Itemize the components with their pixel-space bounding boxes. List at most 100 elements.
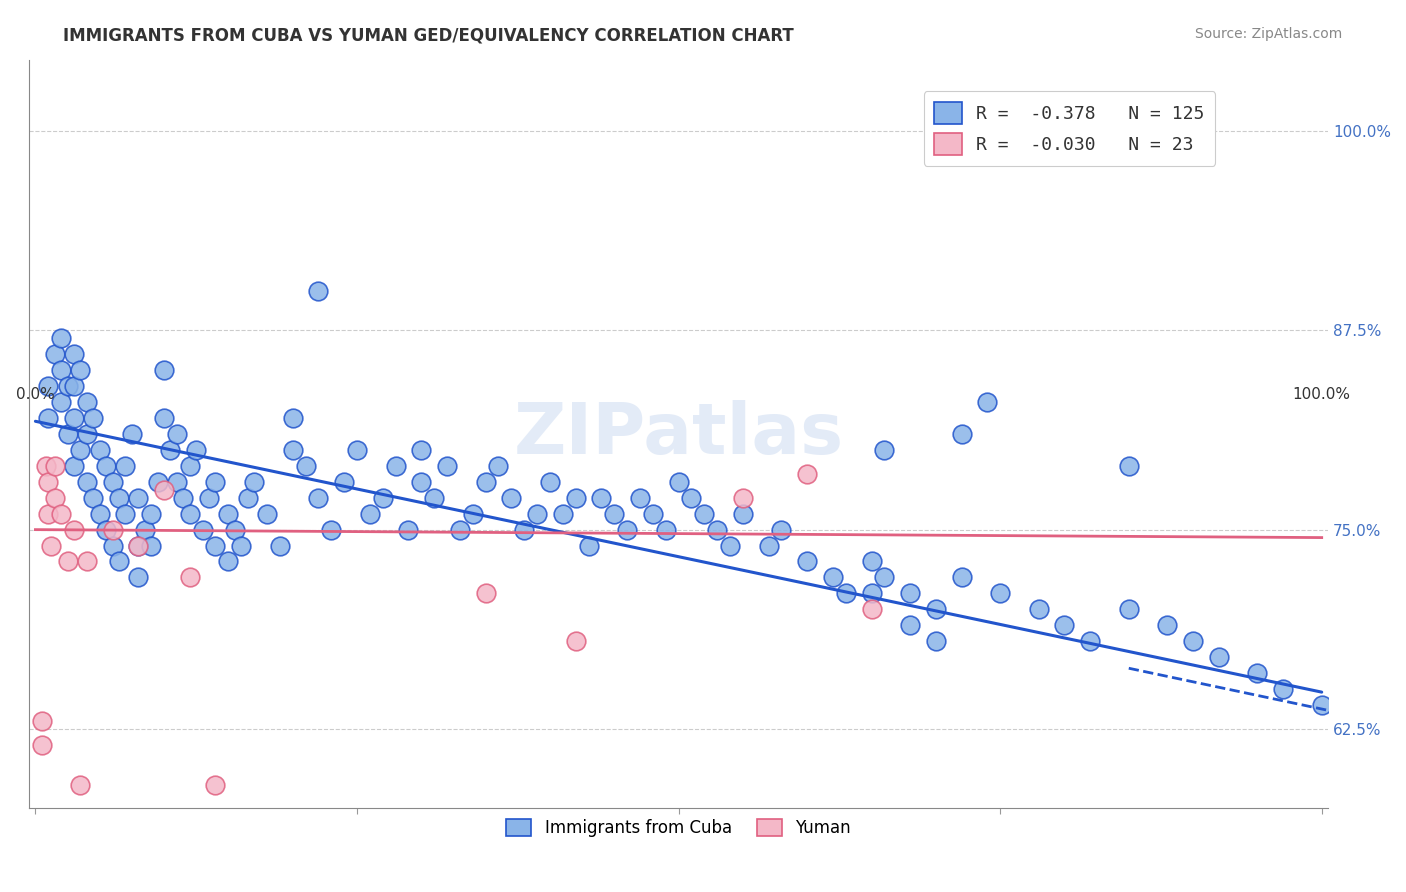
Point xyxy=(56,379,79,393)
Point xyxy=(1028,602,1050,616)
Point xyxy=(423,491,446,505)
Point xyxy=(436,458,458,473)
Point xyxy=(821,570,844,584)
Text: 0.0%: 0.0% xyxy=(15,387,55,401)
Point xyxy=(44,491,66,505)
Point xyxy=(179,458,201,473)
Point xyxy=(56,554,79,568)
Point xyxy=(243,475,266,489)
Point xyxy=(1078,634,1101,648)
Point xyxy=(1272,681,1295,696)
Point xyxy=(1310,698,1333,712)
Point xyxy=(76,475,98,489)
Point xyxy=(159,442,181,457)
Point xyxy=(950,427,973,442)
Point xyxy=(461,507,484,521)
Point xyxy=(37,411,59,425)
Point xyxy=(96,523,118,537)
Point xyxy=(731,507,754,521)
Point xyxy=(172,491,194,505)
Point xyxy=(1246,665,1268,680)
Point xyxy=(770,523,793,537)
Point xyxy=(179,570,201,584)
Point xyxy=(49,395,72,409)
Point xyxy=(551,507,574,521)
Point xyxy=(873,570,896,584)
Point xyxy=(101,539,124,553)
Point xyxy=(731,491,754,505)
Point xyxy=(835,586,858,600)
Point xyxy=(63,411,86,425)
Point xyxy=(37,475,59,489)
Point xyxy=(321,523,343,537)
Point xyxy=(796,467,818,481)
Point xyxy=(668,475,690,489)
Point xyxy=(307,491,329,505)
Point xyxy=(1182,634,1205,648)
Point xyxy=(564,491,586,505)
Point xyxy=(76,554,98,568)
Point xyxy=(186,442,208,457)
Point xyxy=(898,618,921,632)
Point xyxy=(371,491,394,505)
Point xyxy=(294,458,316,473)
Point xyxy=(37,507,59,521)
Point xyxy=(63,523,86,537)
Point xyxy=(411,442,433,457)
Point xyxy=(204,778,226,792)
Point xyxy=(49,363,72,377)
Legend: Immigrants from Cuba, Yuman: Immigrants from Cuba, Yuman xyxy=(498,810,859,845)
Point xyxy=(63,347,86,361)
Point xyxy=(1118,458,1140,473)
Point xyxy=(56,427,79,442)
Point xyxy=(179,507,201,521)
Point xyxy=(63,458,86,473)
Point xyxy=(693,507,716,521)
Point xyxy=(37,379,59,393)
Point xyxy=(501,491,523,505)
Point xyxy=(526,507,548,521)
Point xyxy=(860,602,883,616)
Point xyxy=(204,539,226,553)
Point xyxy=(101,475,124,489)
Point xyxy=(108,554,131,568)
Point xyxy=(217,507,239,521)
Point xyxy=(44,458,66,473)
Point xyxy=(1156,618,1178,632)
Point xyxy=(359,507,381,521)
Point xyxy=(89,507,111,521)
Point xyxy=(166,475,188,489)
Point xyxy=(166,427,188,442)
Point xyxy=(718,539,741,553)
Text: IMMIGRANTS FROM CUBA VS YUMAN GED/EQUIVALENCY CORRELATION CHART: IMMIGRANTS FROM CUBA VS YUMAN GED/EQUIVA… xyxy=(63,27,794,45)
Point xyxy=(153,411,176,425)
Point xyxy=(950,570,973,584)
Point xyxy=(153,483,176,497)
Point xyxy=(603,507,626,521)
Text: 100.0%: 100.0% xyxy=(1292,387,1351,401)
Point xyxy=(49,331,72,345)
Point xyxy=(39,539,62,553)
Point xyxy=(44,347,66,361)
Point xyxy=(231,539,253,553)
Point xyxy=(236,491,259,505)
Point xyxy=(411,475,433,489)
Point xyxy=(307,284,329,298)
Point xyxy=(76,427,98,442)
Point xyxy=(191,523,214,537)
Point xyxy=(976,395,998,409)
Point xyxy=(616,523,638,537)
Point xyxy=(281,411,304,425)
Point xyxy=(224,523,246,537)
Point xyxy=(860,586,883,600)
Point xyxy=(146,475,169,489)
Point xyxy=(988,586,1011,600)
Point xyxy=(31,738,53,752)
Point xyxy=(538,475,561,489)
Point xyxy=(281,442,304,457)
Point xyxy=(141,507,163,521)
Text: ZIPatlas: ZIPatlas xyxy=(513,400,844,468)
Point xyxy=(69,442,91,457)
Point xyxy=(384,458,406,473)
Point xyxy=(121,427,143,442)
